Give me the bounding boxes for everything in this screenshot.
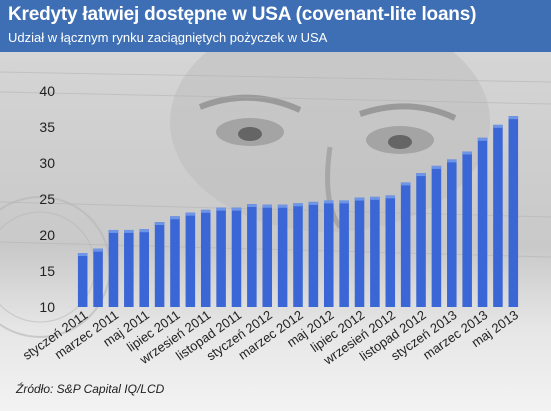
bar-top-highlight (277, 204, 288, 208)
bar-top-highlight (139, 229, 149, 233)
bar (108, 229, 119, 307)
y-tick-label: 15 (39, 263, 55, 279)
bar-top-highlight (477, 137, 488, 141)
bar (185, 212, 196, 307)
bar-top-highlight (493, 124, 503, 128)
y-tick-label: 40 (39, 83, 55, 99)
bar (477, 137, 488, 307)
bar-top-highlight (154, 222, 165, 226)
bar (323, 200, 334, 307)
bar (262, 204, 273, 307)
bar-top-highlight (416, 173, 426, 177)
bar (247, 204, 257, 307)
bar-top-highlight (308, 201, 319, 205)
bar-top-highlight (247, 204, 257, 208)
bar (370, 196, 380, 307)
chart-subtitle: Udział w łącznym rynku zaciągniętych poż… (8, 30, 328, 45)
bar (170, 216, 180, 307)
bar-top-highlight (93, 248, 103, 252)
bar-top-highlight (231, 207, 242, 211)
bar (508, 116, 519, 307)
bar (493, 124, 503, 307)
y-tick-label: 25 (39, 191, 55, 207)
bar (431, 165, 442, 307)
bar (400, 182, 411, 307)
bar (354, 197, 365, 307)
bar (231, 207, 242, 307)
chart-title: Kredyty łatwiej dostępne w USA (covenant… (8, 4, 477, 25)
y-tick-label: 35 (39, 119, 55, 135)
bar-top-highlight (108, 229, 119, 233)
bar-top-highlight (216, 207, 226, 211)
bar-top-highlight (462, 151, 472, 155)
bar-top-highlight (323, 200, 334, 204)
bar-top-highlight (185, 212, 196, 216)
bar (77, 253, 88, 307)
bar-top-highlight (431, 165, 442, 169)
bar (462, 151, 472, 307)
bar-top-highlight (262, 204, 273, 208)
bar-top-highlight (200, 209, 211, 213)
bar (277, 204, 288, 307)
bar-top-highlight (339, 200, 349, 204)
y-tick-label: 20 (39, 227, 55, 243)
bar (416, 173, 426, 307)
bar (385, 195, 396, 307)
bar (124, 229, 134, 307)
bar-top-highlight (508, 116, 519, 120)
bar (93, 248, 103, 307)
bar-top-highlight (170, 216, 180, 220)
bar-top-highlight (400, 182, 411, 186)
y-tick-label: 10 (39, 299, 55, 315)
bar (308, 201, 319, 307)
source-note: Źródło: S&P Capital IQ/LCD (16, 382, 165, 396)
bar-top-highlight (124, 229, 134, 233)
bar (293, 203, 303, 307)
bar-top-highlight (77, 253, 88, 256)
bar (154, 222, 165, 307)
bar-top-highlight (447, 159, 457, 163)
bar (139, 229, 149, 307)
bar (339, 200, 349, 307)
bar-top-highlight (385, 195, 396, 199)
title-banner: Kredyty łatwiej dostępne w USA (covenant… (0, 0, 551, 52)
bar (200, 209, 211, 307)
y-tick-label: 30 (39, 155, 55, 171)
bar (216, 207, 226, 307)
bar-top-highlight (354, 197, 365, 201)
bar-top-highlight (293, 203, 303, 207)
bar-top-highlight (370, 196, 380, 200)
bar (447, 159, 457, 307)
